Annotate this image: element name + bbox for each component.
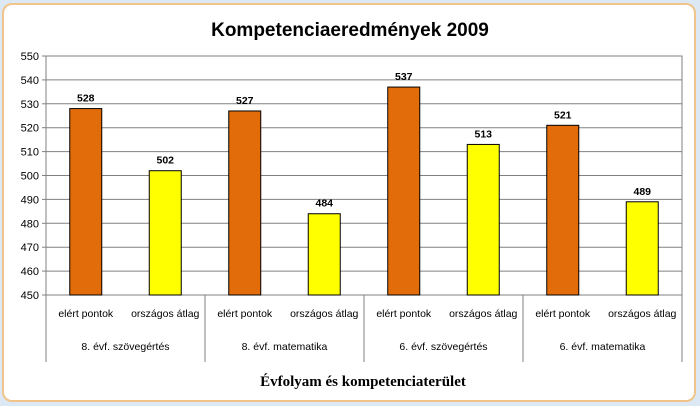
x-category-label: elért pontok [376,308,432,320]
y-tick-label: 540 [21,75,39,87]
bar [387,86,421,296]
x-category-label: elért pontok [535,308,591,320]
x-category-label: elért pontok [58,308,114,320]
x-axis-title: Évfolyam és kompetenciaterület [260,373,466,390]
bar [466,143,500,296]
chart-title: Kompetenciaeredmények 2009 [211,20,489,41]
data-label: 489 [633,186,651,198]
chart-frame [2,3,696,402]
bar [69,108,103,296]
data-label: 521 [554,109,572,121]
data-label: 527 [236,95,254,107]
x-category-label: elért pontok [217,308,273,320]
x-category-label: országos átlag [131,308,199,320]
y-tick-label: 470 [21,242,39,254]
x-category-label: országos átlag [290,308,358,320]
x-category-label: országos átlag [608,308,676,320]
y-tick-label: 530 [21,99,39,111]
data-label: 502 [156,155,174,167]
y-tick-label: 500 [21,171,39,183]
data-label: 484 [315,198,333,210]
y-tick-label: 450 [21,290,39,302]
x-group-label: 6. évf. szövegértés [399,341,487,353]
bar [228,110,262,296]
bar [625,201,659,296]
y-tick-label: 460 [21,266,39,278]
x-group-label: 8. évf. szövegértés [81,341,169,353]
bar [546,124,580,296]
y-axis: 450 460 470 480 490 500 510 520 530 540 550 [21,51,46,302]
y-tick-label: 550 [21,51,39,63]
x-group-label: 8. évf. matematika [242,341,328,353]
x-category-label: országos átlag [449,308,517,320]
y-tick-label: 480 [21,218,39,230]
y-tick-label: 520 [21,123,39,135]
y-tick-label: 510 [21,147,39,159]
x-axis: elért pontok országos átlag elért pontok or… [45,295,683,362]
gridlines [45,55,683,296]
data-label: 528 [77,93,95,105]
y-tick-label: 490 [21,194,39,206]
bar [148,170,182,296]
bar [307,213,341,296]
data-label: 537 [395,71,413,83]
data-label: 513 [474,128,492,140]
x-group-label: 6. évf. matematika [560,341,646,353]
bars: 528 502 527 484 537 513 521 489 [69,71,659,296]
